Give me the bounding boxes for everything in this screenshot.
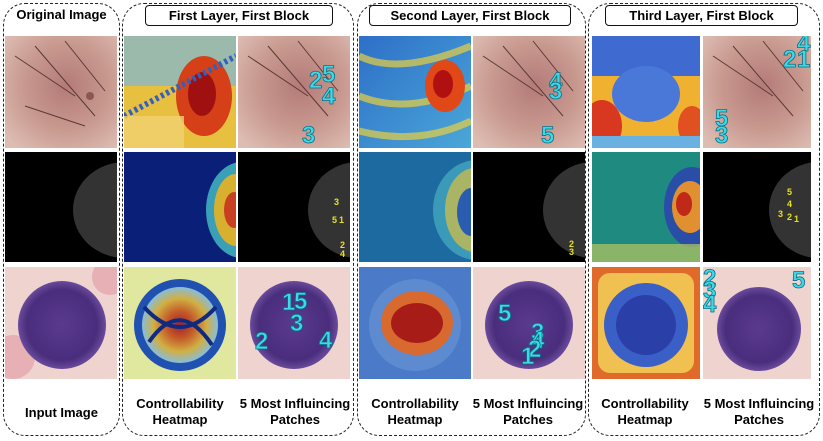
original-skin-image	[5, 36, 117, 148]
layer1-title: First Layer, First Block	[145, 5, 333, 26]
layer3-mammogram-heatmap	[592, 152, 700, 262]
layer2-patches-caption: 5 Most Influincing Patches	[469, 396, 587, 428]
patch-number: 4	[787, 199, 793, 209]
patch-number: 4	[797, 36, 811, 57]
layer1-skin-heatmap	[124, 36, 236, 148]
layer3-panel	[588, 3, 820, 436]
caption-line: Controllability	[136, 396, 224, 411]
original-blood-cell-image	[5, 267, 117, 379]
patch-number: 3	[290, 310, 304, 337]
patch-number: 4	[703, 291, 717, 318]
patch-number: 3	[569, 247, 575, 257]
input-image-caption: Input Image	[25, 405, 98, 420]
layer3-blood-cell-patches: 2 3 4 5	[703, 267, 811, 379]
patch-number: 3	[715, 122, 729, 148]
patch-number: 5	[294, 288, 308, 315]
patch-number: 4	[340, 249, 346, 259]
caption-line: Controllability	[371, 396, 459, 411]
caption-line: Controllability	[601, 396, 689, 411]
layer3-patches-caption: 5 Most Influincing Patches	[700, 396, 818, 428]
layer1-mammogram-patches: 3 5 1 2 4	[238, 152, 350, 262]
caption-line: Heatmap	[152, 412, 208, 427]
patch-number: 5	[792, 267, 806, 294]
layer1-heatmap-caption: Controllability Heatmap	[124, 396, 236, 428]
layer3-title: Third Layer, First Block	[605, 5, 798, 26]
layer2-mammogram-heatmap	[359, 152, 471, 262]
layer1-blood-cell-patches: 1 5 3 2 4	[238, 267, 350, 379]
patch-number: 2	[255, 328, 269, 355]
patch-number: 2	[783, 46, 797, 73]
caption-line: 5 Most Influincing	[703, 396, 815, 411]
patch-number: 1	[794, 214, 800, 224]
caption-line: Patches	[270, 412, 320, 427]
layer2-skin-patches: 4 3 5	[473, 36, 585, 148]
layer3-skin-heatmap	[592, 36, 700, 148]
patch-number: 4	[549, 68, 563, 95]
patch-number: 1	[797, 46, 811, 73]
patch-number: 5	[332, 215, 338, 225]
patch-number: 2	[340, 240, 346, 250]
layer1-mammogram-heatmap	[124, 152, 236, 262]
patch-number: 3	[549, 78, 563, 105]
patch-number: 3	[334, 197, 340, 207]
caption-line: 5 Most Influincing	[239, 396, 351, 411]
layer3-skin-patches: 4 2 1 5 3	[703, 36, 811, 148]
patch-number: 2	[309, 67, 323, 94]
patch-number: 2	[703, 267, 717, 292]
layer2-mammogram-patches: 2 3	[473, 152, 585, 262]
patch-number: 4	[531, 327, 545, 354]
layer3-mammogram-patches: 5 4 3 2 1	[703, 152, 811, 262]
patch-number: 2	[528, 336, 542, 363]
patch-number: 3	[531, 319, 545, 346]
layer2-blood-cell-patches: 5 3 4 2 1	[473, 267, 585, 379]
layer2-blood-cell-heatmap	[359, 267, 471, 379]
layer1-panel	[122, 3, 354, 436]
layer3-heatmap-caption: Controllability Heatmap	[590, 396, 700, 428]
layer1-patches-caption: 5 Most Influincing Patches	[236, 396, 354, 428]
patch-number: 3	[302, 122, 316, 148]
patch-number: 5	[787, 187, 793, 197]
patch-number: 2	[569, 239, 575, 249]
layer1-blood-cell-heatmap	[124, 267, 236, 379]
patch-number: 5	[541, 122, 555, 148]
patch-number: 5	[715, 105, 729, 132]
layer2-heatmap-caption: Controllability Heatmap	[359, 396, 471, 428]
caption-line: Patches	[734, 412, 784, 427]
caption-line: Patches	[503, 412, 553, 427]
layer2-title: Second Layer, First Block	[369, 5, 571, 26]
patch-number: 3	[703, 277, 717, 304]
layer1-skin-patches: 2 5 4 3	[238, 36, 350, 148]
patch-number: 5	[498, 300, 512, 327]
patch-number: 1	[282, 289, 296, 316]
patch-number: 1	[339, 215, 345, 225]
caption-line: Heatmap	[617, 412, 673, 427]
patch-number: 5	[322, 61, 336, 88]
original-mammogram-image	[5, 152, 117, 262]
caption-line: 5 Most Influincing	[472, 396, 584, 411]
layer2-skin-heatmap	[359, 36, 471, 148]
patch-number: 2	[787, 212, 793, 222]
original-image-title: Original Image	[16, 7, 107, 22]
patch-number: 3	[778, 209, 784, 219]
original-column-panel	[3, 3, 120, 436]
caption-line: Heatmap	[387, 412, 443, 427]
layer2-panel	[357, 3, 586, 436]
layer3-blood-cell-heatmap	[592, 267, 700, 379]
patch-number: 1	[521, 343, 535, 370]
patch-number: 4	[319, 327, 333, 354]
patch-number: 4	[322, 83, 336, 110]
